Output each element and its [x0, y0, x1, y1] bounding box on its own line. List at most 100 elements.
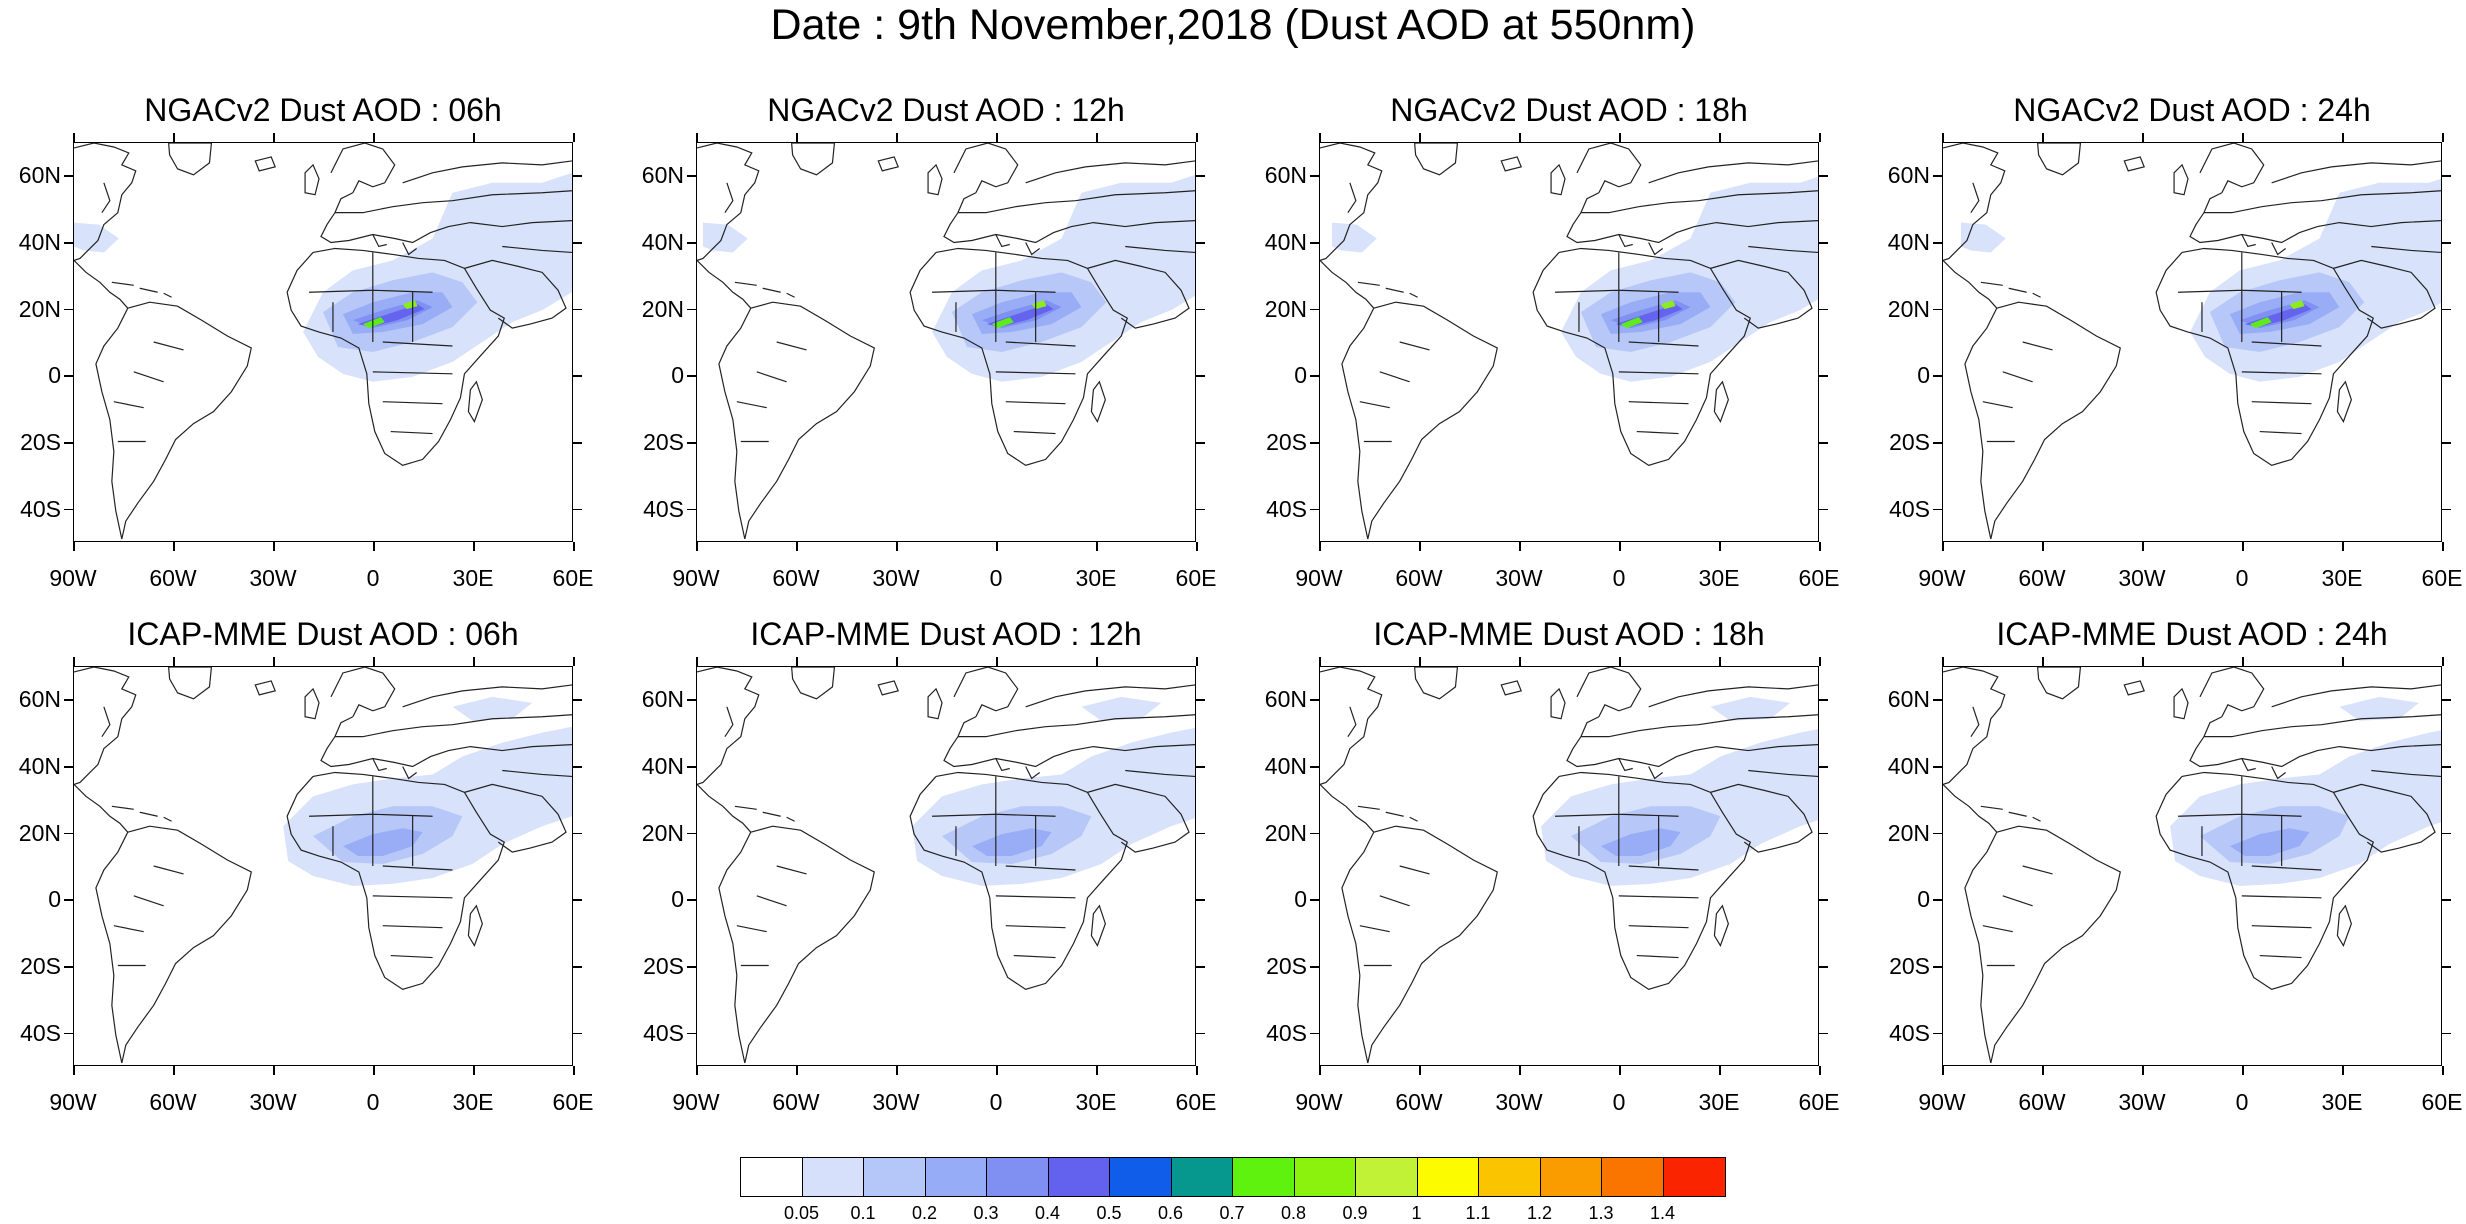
lon-tick-mark — [896, 657, 898, 666]
lat-tick-mark — [1933, 899, 1942, 901]
lon-tick-mark — [573, 133, 575, 142]
lon-tick-mark — [1819, 542, 1821, 551]
lat-tick-mark — [1933, 442, 1942, 444]
lon-tick-mark — [173, 1066, 175, 1075]
lon-tick-label: 0 — [1612, 565, 1626, 591]
lat-tick-mark — [64, 508, 73, 511]
lat-tick-label: 40N — [641, 753, 684, 779]
lon-tick-mark — [373, 1066, 375, 1075]
lon-tick-label: 60E — [1798, 565, 1840, 591]
colorbar-label: 0.1 — [850, 1203, 876, 1223]
lon-tick-label: 30E — [1075, 565, 1117, 591]
lat-tick-mark — [573, 832, 582, 835]
lat-tick-label: 40N — [1887, 229, 1930, 255]
lon-tick-mark — [1619, 657, 1621, 666]
lon-tick-label: 30E — [2321, 565, 2363, 591]
lat-tick-mark — [64, 766, 73, 768]
colorbar-label: 0.3 — [973, 1203, 999, 1223]
lat-tick-mark — [1933, 966, 1942, 968]
dust-aod-map — [697, 143, 1195, 540]
lon-tick-mark — [2442, 1066, 2444, 1075]
lon-tick-mark — [2042, 133, 2044, 142]
lat-tick-label: 20S — [20, 429, 61, 455]
lon-tick-mark — [1096, 657, 1098, 666]
dust-field — [1960, 178, 2441, 382]
lat-tick-mark — [2442, 966, 2451, 968]
lon-tick-mark — [1196, 657, 1198, 666]
lat-tick-mark — [573, 766, 582, 768]
lat-tick-label: 60N — [641, 686, 684, 713]
lon-tick-label: 0 — [2235, 565, 2249, 591]
lon-tick-mark — [73, 133, 75, 142]
lat-tick-mark — [64, 1032, 73, 1035]
colorbar-swatch — [864, 1158, 926, 1196]
lat-tick-mark — [1196, 832, 1205, 835]
lat-tick-mark — [2442, 699, 2451, 701]
panel-title: ICAP-MME Dust AOD : 06h — [127, 616, 519, 652]
lon-tick-mark — [2442, 657, 2444, 666]
colorbar-swatch — [1356, 1158, 1418, 1196]
lon-tick-mark — [473, 133, 475, 142]
lon-tick-mark — [273, 133, 275, 142]
lon-tick-mark — [2142, 133, 2144, 142]
lat-tick-mark — [687, 175, 696, 177]
colorbar-label: 1 — [1411, 1203, 1422, 1223]
lon-tick-mark — [1519, 1066, 1521, 1075]
lon-tick-label: 30W — [249, 1089, 297, 1115]
lon-tick-mark — [796, 542, 798, 551]
lon-tick-mark — [2042, 657, 2044, 666]
lon-tick-mark — [473, 1066, 475, 1075]
colorbar-swatch — [1171, 1158, 1233, 1196]
dust-aod-map — [74, 143, 572, 540]
lat-tick-mark — [687, 966, 696, 968]
lat-tick-mark — [687, 1032, 696, 1035]
lon-tick-mark — [273, 1066, 275, 1075]
lat-tick-mark — [573, 175, 582, 177]
lat-tick-label: 0 — [671, 886, 684, 913]
dust-aod-map — [1943, 667, 2441, 1064]
panel-title: ICAP-MME Dust AOD : 24h — [1996, 616, 2388, 652]
lat-tick-mark — [1196, 442, 1205, 444]
lat-tick-mark — [1310, 966, 1319, 968]
lat-tick-mark — [573, 899, 582, 901]
lat-tick-mark — [2442, 766, 2451, 768]
lat-tick-mark — [1196, 1032, 1205, 1035]
lat-tick-mark — [1196, 766, 1205, 768]
dust-field — [702, 174, 1195, 382]
lat-tick-label: 20N — [1264, 819, 1307, 846]
lat-tick-mark — [687, 442, 696, 444]
lat-tick-label: 0 — [671, 362, 684, 389]
dust-field — [74, 172, 572, 382]
lon-tick-mark — [2242, 1066, 2244, 1075]
lon-tick-label: 0 — [366, 565, 380, 591]
lon-tick-label: 60W — [772, 565, 820, 591]
lon-tick-mark — [1719, 542, 1721, 551]
dust-aod-map — [1320, 143, 1818, 540]
lat-tick-label: 20N — [641, 295, 684, 322]
lon-tick-mark — [796, 133, 798, 142]
lat-tick-mark — [1310, 832, 1319, 835]
lat-tick-mark — [2442, 899, 2451, 901]
lat-tick-mark — [1933, 175, 1942, 177]
lat-tick-label: 60N — [1887, 162, 1930, 189]
lon-tick-label: 90W — [672, 1089, 720, 1115]
lon-tick-label: 30W — [249, 565, 297, 591]
lat-tick-mark — [1310, 442, 1319, 444]
lat-tick-mark — [64, 308, 73, 311]
lat-tick-label: 60N — [18, 686, 61, 713]
lon-tick-label: 0 — [366, 1089, 380, 1115]
lat-tick-mark — [2442, 242, 2451, 244]
lon-tick-label: 60E — [2421, 565, 2463, 591]
lon-tick-mark — [1619, 1066, 1621, 1075]
lat-tick-label: 20S — [643, 953, 684, 979]
lat-tick-mark — [1819, 442, 1828, 444]
lat-tick-mark — [573, 375, 582, 377]
lon-tick-label: 30W — [2118, 565, 2166, 591]
colorbar-label: 0.8 — [1280, 1203, 1307, 1223]
map-panel — [1942, 142, 2442, 542]
lon-tick-mark — [1719, 1066, 1721, 1075]
lat-tick-label: 40S — [1889, 1019, 1930, 1046]
lon-tick-mark — [1619, 133, 1621, 142]
lat-tick-mark — [2442, 832, 2451, 835]
lat-tick-mark — [573, 242, 582, 244]
